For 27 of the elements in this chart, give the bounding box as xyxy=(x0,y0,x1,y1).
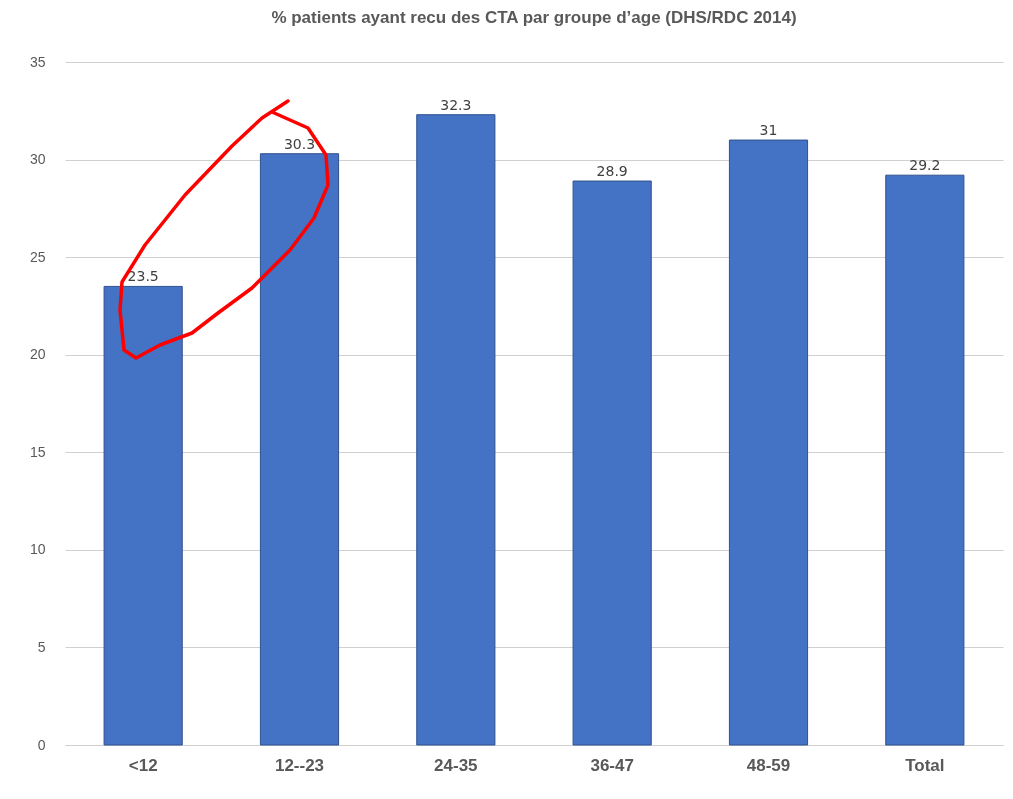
x-tick-label: 48-59 xyxy=(746,755,791,775)
bar xyxy=(885,174,965,746)
y-tick-label: 10 xyxy=(29,541,46,558)
x-tick-label: 24-35 xyxy=(434,755,478,775)
bar xyxy=(572,180,652,746)
x-tick-label: Total xyxy=(905,755,945,775)
data-label: 28.9 xyxy=(596,163,628,180)
x-tick-label: <12 xyxy=(128,755,158,775)
data-label: 23.5 xyxy=(127,268,159,285)
x-tick-label: 12--23 xyxy=(274,755,325,775)
bar xyxy=(259,153,340,746)
x-tick-label: 36-47 xyxy=(590,755,634,775)
chart-title: % patients ayant recu des CTA par groupe d’age (DHS/RDC 2014) xyxy=(271,8,797,27)
y-tick-label: 15 xyxy=(29,443,46,460)
bar xyxy=(103,285,183,746)
data-label: 31 xyxy=(759,122,778,139)
y-tick-label: 30 xyxy=(29,151,46,168)
y-tick-label: 0 xyxy=(37,736,46,753)
y-tick-label: 20 xyxy=(29,346,46,363)
bar xyxy=(728,139,809,746)
y-tick-label: 35 xyxy=(29,53,46,70)
y-tick-label: 5 xyxy=(37,638,46,655)
data-label: 30.3 xyxy=(283,135,316,152)
y-tick-label: 25 xyxy=(29,248,46,265)
data-label: 32.3 xyxy=(440,96,472,113)
data-label: 29.2 xyxy=(909,157,941,174)
bar xyxy=(416,114,496,746)
